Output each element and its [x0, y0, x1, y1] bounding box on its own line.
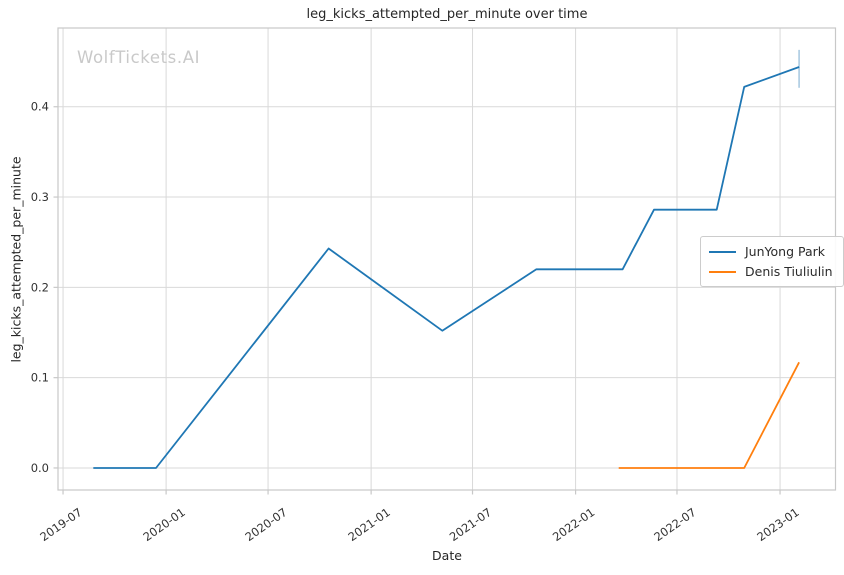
x-tick-label: 2019-07 [37, 505, 84, 544]
legend-item-label: Denis Tiuliulin [745, 264, 833, 279]
y-tick-label: 0.1 [31, 371, 49, 385]
legend: JunYong Park Denis Tiuliulin [700, 236, 844, 287]
series-line [93, 66, 800, 469]
legend-item-label: JunYong Park [745, 244, 825, 259]
y-tick-label: 0.2 [31, 280, 49, 294]
y-axis-label-wrap: leg_kicks_attempted_per_minute [4, 28, 28, 490]
legend-line-swatch [709, 270, 736, 273]
x-tick-label: 2021-07 [447, 505, 494, 544]
watermark: WolfTickets.AI [77, 48, 201, 67]
x-tick-label: 2020-07 [242, 505, 289, 544]
legend-item: Denis Tiuliulin [709, 262, 833, 281]
chart-title: leg_kicks_attempted_per_minute over time [306, 7, 588, 22]
x-axis-label: Date [432, 548, 462, 563]
x-tick-label: 2022-01 [550, 505, 597, 544]
legend-line-swatch [709, 250, 736, 253]
y-tick-label: 0.3 [31, 190, 49, 204]
x-tick-label: 2023-01 [754, 505, 801, 544]
y-tick-label: 0.0 [31, 461, 49, 475]
x-tick-label: 2022-07 [651, 505, 698, 544]
series-line [618, 361, 800, 469]
y-tick-label: 0.4 [31, 100, 49, 114]
legend-item: JunYong Park [709, 242, 833, 261]
y-axis-label: leg_kicks_attempted_per_minute [8, 155, 24, 363]
x-tick-label: 2020-01 [140, 505, 187, 544]
x-tick-label: 2021-01 [345, 505, 392, 544]
